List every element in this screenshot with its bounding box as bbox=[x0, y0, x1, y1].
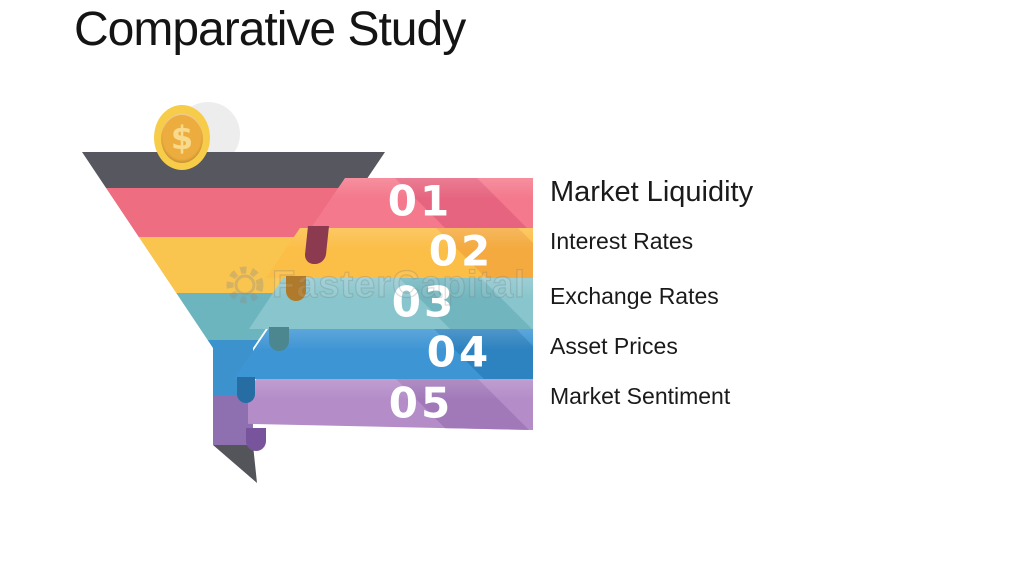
step-number: 01 bbox=[387, 176, 453, 226]
slide-title: Comparative Study bbox=[74, 3, 466, 56]
ribbon-highlight bbox=[249, 278, 533, 300]
ribbon-highlight bbox=[266, 228, 533, 249]
ribbon-fold-5 bbox=[246, 428, 266, 451]
step-number: 05 bbox=[388, 377, 454, 427]
step-number: 02 bbox=[428, 226, 494, 276]
ribbon-fold-2 bbox=[286, 276, 306, 301]
step-label-exchange-rates: Exchange Rates bbox=[550, 283, 719, 309]
funnel-step-ribbon-3: 03 bbox=[249, 278, 533, 329]
step-number: 04 bbox=[426, 327, 492, 377]
funnel-step-ribbon-2: 02 bbox=[266, 228, 533, 278]
step-label-market-liquidity: Market Liquidity bbox=[550, 176, 754, 208]
coin-inner-circle: $ bbox=[161, 112, 203, 163]
ribbon-fold-4 bbox=[237, 377, 255, 403]
funnel-step-ribbon-4: 04 bbox=[234, 329, 533, 379]
step-number: 03 bbox=[391, 276, 457, 326]
dollar-coin-icon: $ bbox=[154, 105, 210, 170]
dollar-sign: $ bbox=[170, 118, 194, 157]
ribbon-highlight bbox=[248, 379, 533, 401]
step-label-market-sentiment: Market Sentiment bbox=[550, 383, 731, 409]
funnel-step-ribbon-1: 01 bbox=[311, 176, 533, 228]
funnel-step-ribbon-5: 05 bbox=[248, 379, 533, 430]
ribbon-highlight bbox=[311, 178, 533, 199]
ribbon-highlight bbox=[234, 329, 533, 350]
step-label-interest-rates: Interest Rates bbox=[550, 228, 694, 254]
ribbon-fold-3 bbox=[269, 327, 289, 351]
step-label-asset-prices: Asset Prices bbox=[550, 333, 678, 359]
